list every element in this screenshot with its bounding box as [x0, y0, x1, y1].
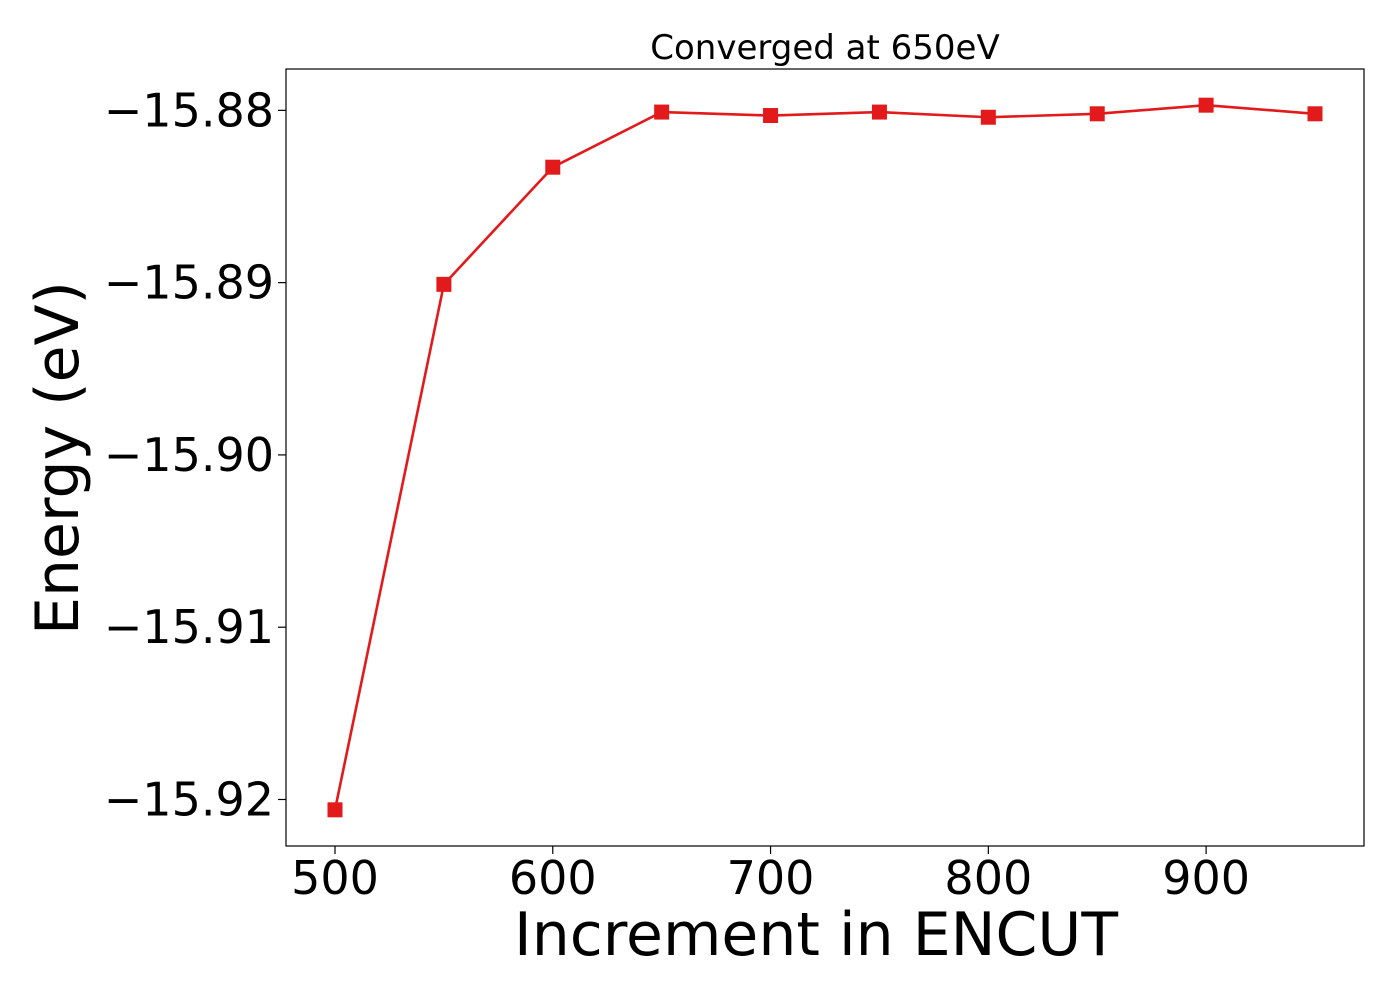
y-tick-label: −15.88	[104, 83, 274, 137]
y-tick-label: −15.91	[104, 600, 274, 654]
x-tick-label: 900	[1162, 851, 1250, 905]
data-point-marker	[980, 109, 996, 125]
data-point-marker	[871, 104, 887, 120]
series-layer	[327, 97, 1323, 818]
x-axis-ticks: 500 600 700 800 900	[291, 846, 1250, 905]
x-tick-label: 600	[509, 851, 597, 905]
data-point-marker	[1089, 106, 1105, 122]
data-point-marker	[763, 108, 779, 124]
x-tick-label: 500	[291, 851, 379, 905]
x-axis-label: Increment in ENCUT	[514, 900, 1118, 970]
y-axis-ticks: −15.92 −15.91 −15.90 −15.89 −15.88	[104, 83, 286, 826]
data-point-marker	[1198, 97, 1214, 113]
data-point-marker	[436, 276, 452, 292]
y-axis-label: Energy (eV)	[23, 281, 93, 635]
data-point-marker	[654, 104, 670, 120]
y-tick-label: −15.92	[104, 772, 274, 826]
y-tick-label: −15.90	[104, 428, 274, 482]
y-tick-label: −15.89	[104, 256, 274, 310]
data-point-marker	[1307, 106, 1323, 122]
series-line	[333, 103, 1316, 811]
x-tick-label: 800	[944, 851, 1032, 905]
data-point-marker	[545, 159, 561, 175]
plot-frame	[285, 68, 1365, 847]
data-point-marker	[327, 802, 343, 818]
x-tick-label: 700	[727, 851, 815, 905]
chart-title: Converged at 650eV	[650, 28, 999, 68]
